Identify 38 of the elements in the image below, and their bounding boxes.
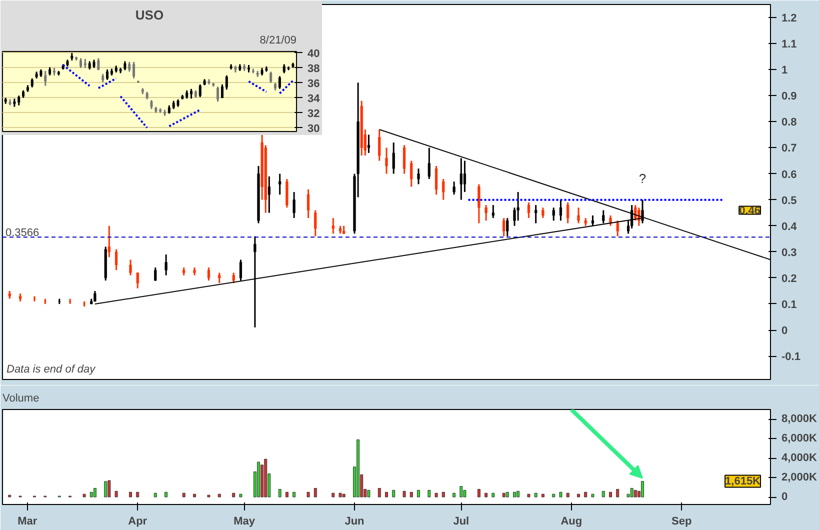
y-tick-label: 0.9 <box>782 90 797 103</box>
y-tick-label: 36 <box>308 78 320 90</box>
annotation: ? <box>638 170 646 186</box>
x-tick-label: Apr <box>128 516 148 528</box>
y-tick-label: 38 <box>308 62 320 75</box>
x-tick-label: Aug <box>560 516 582 528</box>
y-tick-label: 6,000K <box>782 432 818 445</box>
y-tick-label: 0.1 <box>782 298 797 311</box>
chart-title: Volume <box>2 392 40 404</box>
y-tick-label: 1.2 <box>782 12 797 25</box>
y-tick-label: 2,000K <box>782 472 818 484</box>
y-tick-label: 0.8 <box>782 116 797 129</box>
y-tick-label: 40 <box>308 48 320 60</box>
y-tick-label: 1 <box>782 64 788 77</box>
y-tick-label: 0.4 <box>782 220 798 233</box>
y-tick-label: 0 <box>782 491 788 504</box>
y-tick-label: 34 <box>308 92 321 105</box>
y-tick-label: 0 <box>782 325 788 338</box>
y-tick-label: 4,000K <box>782 452 818 464</box>
y-tick-label: 30 <box>308 122 320 135</box>
annotation: 8/21/09 <box>260 34 296 46</box>
y-tick-label: 0.6 <box>782 168 797 181</box>
x-tick-label: Sep <box>672 516 692 528</box>
x-tick-label: Jun <box>344 516 365 528</box>
y-tick-label: 0.3 <box>782 246 797 259</box>
annotation: Data is end of day <box>6 364 97 376</box>
chart-title: USO <box>135 8 164 22</box>
y-tick-label: -0.1 <box>782 351 800 364</box>
y-tick-label: 0.5 <box>782 194 797 207</box>
y-tick-label: 0.7 <box>782 142 797 155</box>
x-tick-label: May <box>234 516 256 528</box>
x-tick-label: Jul <box>453 516 470 528</box>
y-tick-label: 0.2 <box>782 272 797 285</box>
x-tick-label: Mar <box>18 516 38 528</box>
ref-line-label: 0.3566 <box>6 227 40 240</box>
y-tick-label: 32 <box>308 108 320 120</box>
y-tick-label: 1.1 <box>782 38 797 51</box>
y-tick-label: 8,000K <box>782 413 818 426</box>
